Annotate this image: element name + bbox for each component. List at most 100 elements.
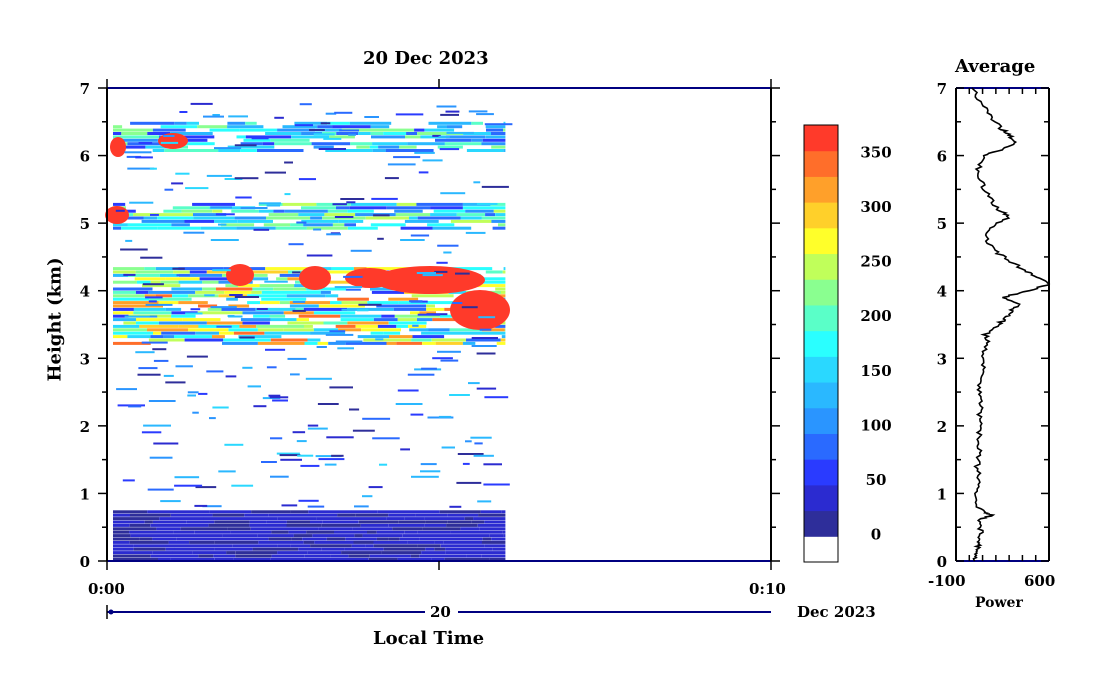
heatmap-cell [417,132,464,135]
heatmap-cell [168,540,190,544]
heatmap-cell [255,307,296,311]
heatmap-cell [481,554,506,558]
heatmap-cell [194,504,208,507]
heatmap-cell [268,537,292,541]
heatmap-cell [500,338,506,342]
heatmap-cell [113,301,159,305]
heatmap-cell [135,156,153,159]
heatmap-cell [266,216,311,220]
heatmap-cell [485,125,506,129]
heatmap-cell [143,424,171,427]
heatmap-cell [323,137,342,140]
heatmap-cell [503,267,506,271]
heatmap-cell [226,297,238,301]
avg-y-tick-label: 5 [937,215,947,233]
colorbar-tick-label: 100 [860,416,891,434]
heatmap-cell [148,400,176,402]
heatmap-cell [393,156,421,159]
colorbar-tick-label: 50 [866,471,887,489]
heatmap-cell [122,479,135,482]
heatmap-cell [355,324,378,328]
heatmap-cell [178,273,223,277]
heatmap-cell [370,132,384,135]
heatmap-cell [303,540,315,544]
y-tick-label: 0 [80,553,90,571]
heatmap-cell [130,513,171,517]
heatmap-cell [288,243,304,246]
heatmap-cell [130,534,176,538]
heatmap-cell [383,547,426,551]
heatmap-cell [186,121,199,125]
heatmap-cell [417,530,451,534]
heatmap-cell [215,213,235,216]
heatmap-sparse-echoes [115,102,513,508]
heatmap-cell [161,331,196,335]
heatmap-cell [416,202,463,206]
heatmap-cell [216,325,232,328]
heatmap-cell [258,202,281,205]
heatmap-cell [153,359,169,362]
heatmap-cell [210,239,239,241]
heatmap-cell [478,280,506,284]
heatmap-cell [258,540,304,544]
heatmap-cell [463,132,491,135]
heatmap-cell [377,510,397,514]
heatmap-cell [325,149,373,152]
heatmap-cell [228,328,258,332]
heatmap-cell [282,202,317,206]
heatmap-cell [411,338,432,342]
heatmap-cell [252,547,299,551]
heatmap-cell [233,331,265,335]
heatmap-cell [412,324,419,327]
heatmap-cell [426,307,445,311]
heatmap-cell [399,537,420,541]
heatmap-cell [373,544,418,548]
heatmap-cell [142,284,181,288]
heatmap-cell [149,297,192,301]
heatmap-cell [133,311,172,315]
heatmap-cell [113,513,130,517]
heatmap-cell [377,237,384,240]
heatmap-cell [113,510,148,514]
heatmap-cell [337,297,369,301]
heatmap-cell [432,226,472,230]
heatmap-cell [209,206,256,210]
heatmap-cell [171,182,184,185]
heatmap-cell [478,316,496,319]
heatmap-cell [286,520,310,524]
heatmap-cell [464,277,506,281]
heatmap-cell [113,324,140,328]
heatmap-cell [174,335,212,339]
heatmap-cell [445,110,460,113]
heatmap-cell [501,510,506,514]
heatmap-cell [348,133,356,136]
heatmap-cell [158,557,171,561]
heatmap-cell [214,520,250,524]
heatmap-cell [157,226,201,230]
y-tick-label: 6 [80,148,90,166]
heatmap-cell [366,267,410,271]
heatmap-cell [175,534,223,538]
heatmap-cell [282,125,318,129]
heatmap-cell [216,287,253,291]
heatmap-cell [270,318,297,322]
heatmap-cell [165,381,186,384]
heatmap-cell [113,304,144,308]
heatmap-cell [491,132,506,135]
heatmap-cell [286,294,326,298]
heatmap-cell [198,554,214,558]
heatmap-cell [172,206,210,210]
heatmap-cell [232,544,278,548]
heatmap-cell [231,484,254,487]
heatmap-cell [400,226,433,230]
heatmap-cell [457,544,484,548]
colorbar-swatch [804,330,838,357]
heatmap-cell [222,534,258,538]
heatmap-cell [393,307,427,311]
heatmap-cell [332,203,347,206]
heatmap-cell [225,284,239,288]
heatmap-cell [388,537,400,541]
heatmap-cell [444,142,482,146]
heatmap-cell [209,417,216,420]
heatmap-cell [301,219,339,223]
